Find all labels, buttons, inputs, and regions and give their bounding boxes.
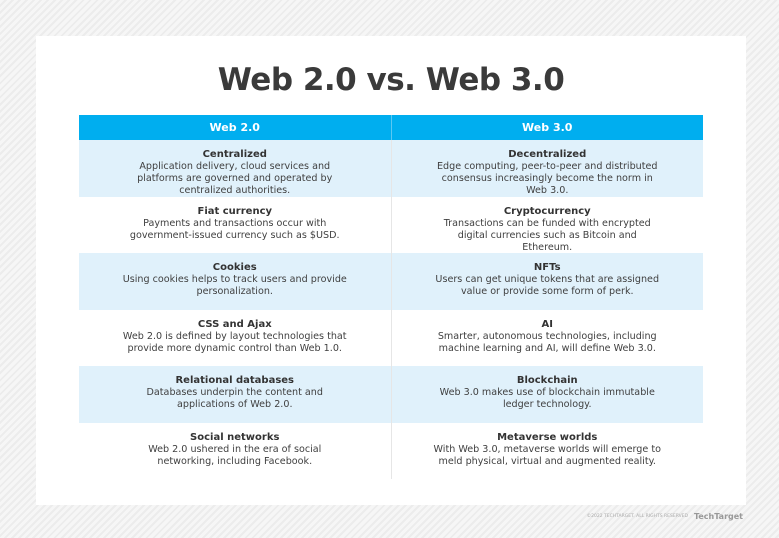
- web2-cell: Centralized Application delivery, cloud s…: [79, 140, 392, 197]
- comparison-table: Web 2.0 Web 3.0 Centralized Application d…: [79, 115, 703, 479]
- cell-heading: Blockchain: [516, 375, 578, 386]
- table-row: Relational databases Databases underpin t…: [79, 366, 703, 423]
- column-header-web2: Web 2.0: [79, 115, 392, 140]
- table-header: Web 2.0 Web 3.0: [79, 115, 703, 140]
- cell-description: Web 3.0 makes use of blockchain immutabl…: [439, 387, 655, 410]
- cell-description: Transactions can be funded with encrypte…: [443, 217, 651, 253]
- cell-heading: Cryptocurrency: [503, 205, 591, 217]
- techtarget-logo: TechTarget: [693, 512, 743, 521]
- cell-heading: AI: [541, 318, 553, 330]
- page-title: Web 2.0 vs. Web 3.0: [217, 62, 565, 98]
- infographic-card: Web 2.0 vs. Web 3.0 Web 2.0 Web 3.0 Cent…: [36, 36, 746, 505]
- table-row: Cookies Using cookies helps to track user…: [79, 253, 703, 310]
- cell-description: Using cookies helps to track users and p…: [122, 274, 347, 297]
- web2-cell: Fiat currency Payments and transactions o…: [79, 196, 392, 253]
- cell-description: Smarter, autonomous technologies, includ…: [437, 330, 657, 354]
- cell-description: Edge computing, peer-to-peer and distrib…: [436, 161, 658, 196]
- cell-heading: Relational databases: [175, 375, 295, 386]
- cell-heading: Social networks: [190, 431, 280, 443]
- web3-cell: NFTs Users can get unique tokens that are…: [392, 253, 704, 310]
- table-row: Fiat currency Payments and transactions o…: [79, 196, 704, 254]
- cell-heading: Metaverse worlds: [497, 431, 598, 443]
- web3-cell: Metaverse worlds With Web 3.0, metaverse …: [392, 423, 704, 480]
- web2-cell: Cookies Using cookies helps to track user…: [79, 253, 392, 310]
- cell-heading: Cookies: [212, 262, 257, 273]
- cell-heading: NFTs: [533, 262, 561, 273]
- web2-cell: Relational databases Databases underpin t…: [79, 366, 392, 423]
- copyright-text: ©2022 TECHTARGET. ALL RIGHTS RESERVED: [586, 514, 688, 519]
- web3-cell: Blockchain Web 3.0 makes use of blockchai…: [392, 366, 704, 423]
- cell-description: Payments and transactions occur with gov…: [129, 217, 340, 241]
- footer: ©2022 TECHTARGET. ALL RIGHTS RESERVED Te…: [587, 512, 743, 521]
- cell-description: Users can get unique tokens that are ass…: [435, 274, 660, 297]
- cell-description: With Web 3.0, metaverse worlds will emer…: [433, 443, 661, 467]
- cell-heading: Fiat currency: [197, 205, 273, 217]
- web3-cell: Cryptocurrency Transactions can be funded…: [392, 197, 704, 254]
- cell-heading: Centralized: [202, 149, 267, 160]
- cell-description: Web 2.0 ushered in the era of social net…: [148, 443, 322, 467]
- table-row: Social networks Web 2.0 ushered in the er…: [79, 422, 704, 480]
- web3-cell: AI Smarter, autonomous technologies, incl…: [392, 310, 704, 367]
- web2-cell: CSS and Ajax Web 2.0 is defined by layout…: [79, 309, 392, 366]
- cell-heading: CSS and Ajax: [197, 318, 272, 330]
- web3-cell: Decentralized Edge computing, peer-to-pee…: [392, 140, 704, 197]
- web2-cell: Social networks Web 2.0 ushered in the er…: [79, 422, 392, 479]
- cell-description: Databases underpin the content and appli…: [146, 387, 323, 410]
- cell-heading: Decentralized: [508, 149, 587, 160]
- table-row: CSS and Ajax Web 2.0 is defined by layout…: [79, 309, 704, 367]
- column-header-web3: Web 3.0: [522, 121, 573, 134]
- cell-description: Application delivery, cloud services and…: [137, 161, 333, 196]
- cell-description: Web 2.0 is defined by layout technologie…: [122, 330, 347, 354]
- table-row: Centralized Application delivery, cloud s…: [79, 140, 703, 197]
